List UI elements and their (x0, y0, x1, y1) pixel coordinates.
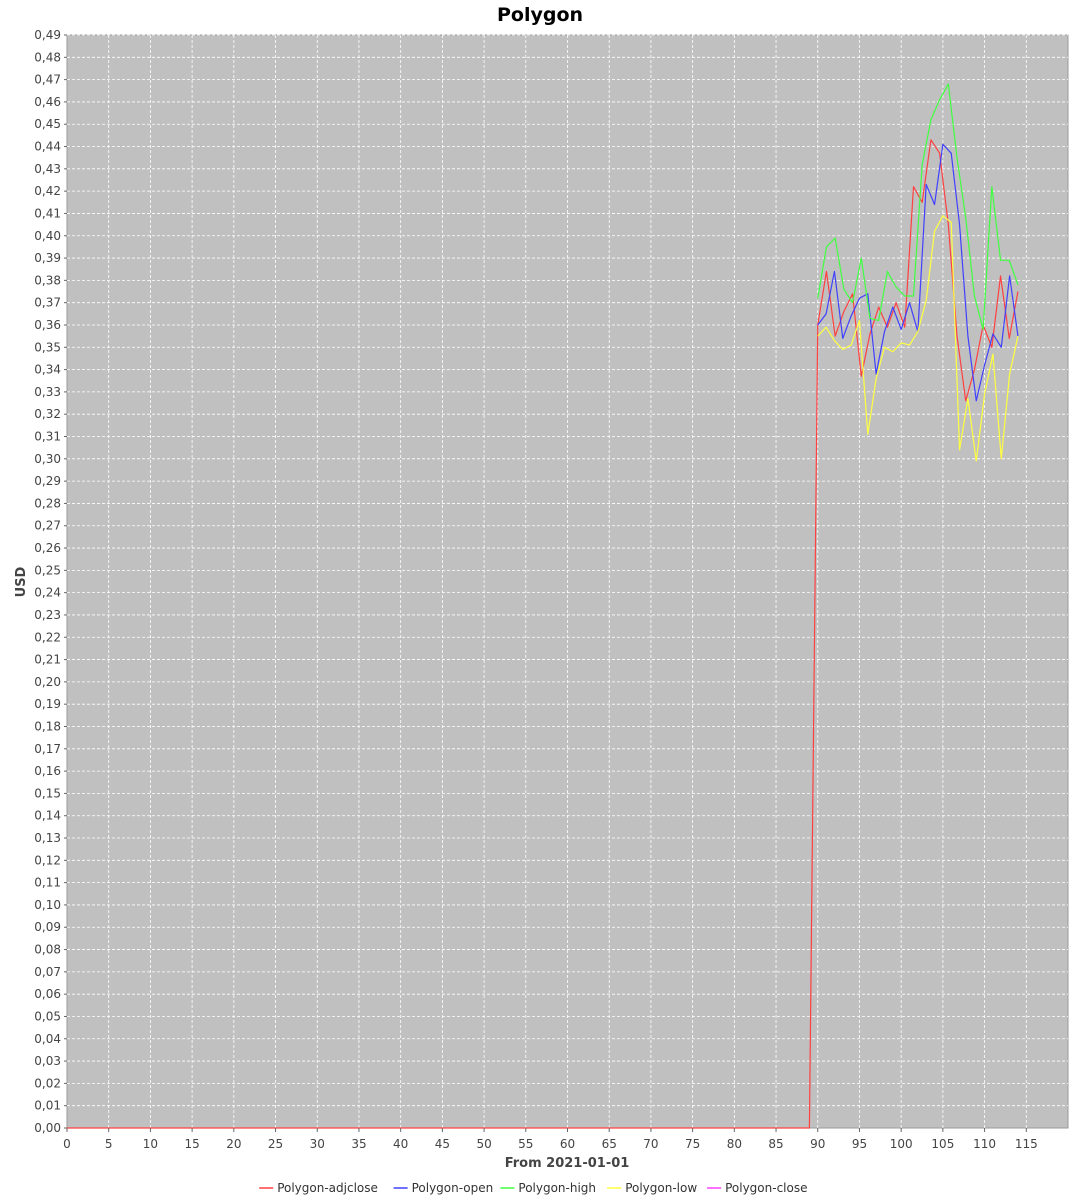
y-tick-label: 0,41 (34, 206, 61, 220)
y-tick-label: 0,11 (34, 876, 61, 890)
y-tick-label: 0,01 (34, 1099, 61, 1113)
y-tick-label: 0,27 (34, 519, 61, 533)
legend-label: Polygon-open (412, 1181, 494, 1195)
y-tick-label: 0,28 (34, 496, 61, 510)
y-tick-label: 0,42 (34, 184, 61, 198)
y-tick-label: 0,30 (34, 452, 61, 466)
y-tick-label: 0,48 (34, 50, 61, 64)
y-tick-label: 0,36 (34, 318, 61, 332)
x-tick-label: 30 (310, 1137, 325, 1151)
y-tick-label: 0,17 (34, 742, 61, 756)
series-line-polygon-low (817, 215, 1019, 462)
x-tick-label: 65 (602, 1137, 617, 1151)
legend-label: Polygon-low (625, 1181, 697, 1195)
y-tick-label: 0,18 (34, 719, 61, 733)
x-tick-label: 15 (184, 1137, 199, 1151)
x-tick-label: 100 (890, 1137, 913, 1151)
series-line-polygon-adjclose (67, 139, 1019, 1129)
x-tick-label: 80 (727, 1137, 742, 1151)
y-tick-label: 0,26 (34, 541, 61, 555)
y-tick-label: 0,16 (34, 764, 61, 778)
x-tick-label: 55 (518, 1137, 533, 1151)
y-tick-label: 0,15 (34, 786, 61, 800)
x-tick-label: 50 (476, 1137, 491, 1151)
y-tick-label: 0,49 (34, 28, 61, 42)
x-axis-label: From 2021-01-01 (505, 1156, 630, 1171)
legend-label: Polygon-adjclose (277, 1181, 378, 1195)
y-tick-label: 0,47 (34, 73, 61, 87)
y-tick-label: 0,03 (34, 1054, 61, 1068)
y-tick-label: 0,21 (34, 653, 61, 667)
y-axis: 0,00 0,01 0,02 0,03 0,04 0,05 0,06 0,07 0,08 0,09… (34, 28, 67, 1135)
y-tick-label: 0,25 (34, 563, 61, 577)
gridlines (67, 34, 1068, 1128)
x-tick-label: 0 (63, 1137, 71, 1151)
x-tick-label: 110 (973, 1137, 996, 1151)
x-tick-label: 40 (393, 1137, 408, 1151)
y-tick-label: 0,10 (34, 898, 61, 912)
x-tick-label: 90 (810, 1137, 825, 1151)
x-tick-label: 35 (351, 1137, 366, 1151)
x-axis: 0 5 10 15 20 25 30 35 40 45 50 55 60 65 70 75 80 85 90 95 10… (63, 1128, 1038, 1151)
x-tick-label: 85 (768, 1137, 783, 1151)
x-tick-label: 70 (643, 1137, 658, 1151)
y-tick-label: 0,45 (34, 117, 61, 131)
y-tick-label: 0,09 (34, 920, 61, 934)
y-tick-label: 0,06 (34, 987, 61, 1001)
y-tick-label: 0,07 (34, 965, 61, 979)
x-tick-label: 25 (268, 1137, 283, 1151)
x-tick-label: 45 (435, 1137, 450, 1151)
y-tick-label: 0,38 (34, 273, 61, 287)
y-tick-label: 0,14 (34, 809, 61, 823)
y-axis-label: USD (14, 566, 29, 597)
y-tick-label: 0,05 (34, 1009, 61, 1023)
y-tick-label: 0,02 (34, 1076, 61, 1090)
y-tick-label: 0,32 (34, 407, 61, 421)
chart-title: Polygon (497, 4, 583, 26)
y-tick-label: 0,40 (34, 229, 61, 243)
x-tick-label: 20 (226, 1137, 241, 1151)
x-tick-label: 75 (685, 1137, 700, 1151)
legend: Polygon-adjclose Polygon-open Polygon-high… (259, 1181, 807, 1195)
y-tick-label: 0,12 (34, 853, 61, 867)
x-tick-label: 60 (560, 1137, 575, 1151)
x-tick-label: 105 (931, 1137, 954, 1151)
y-tick-label: 0,44 (34, 140, 61, 154)
y-tick-label: 0,22 (34, 630, 61, 644)
y-tick-label: 0,35 (34, 340, 61, 354)
y-tick-label: 0,46 (34, 95, 61, 109)
y-tick-label: 0,13 (34, 831, 61, 845)
y-tick-label: 0,43 (34, 162, 61, 176)
series-line-polygon-high (817, 83, 1019, 331)
x-tick-label: 95 (852, 1137, 867, 1151)
y-tick-label: 0,04 (34, 1032, 61, 1046)
y-tick-label: 0,34 (34, 363, 61, 377)
y-tick-label: 0,39 (34, 251, 61, 265)
y-tick-label: 0,00 (34, 1121, 61, 1135)
y-tick-label: 0,23 (34, 608, 61, 622)
y-tick-label: 0,08 (34, 943, 61, 957)
x-tick-label: 10 (143, 1137, 158, 1151)
y-tick-label: 0,19 (34, 697, 61, 711)
y-tick-label: 0,29 (34, 474, 61, 488)
x-tick-label: 5 (105, 1137, 113, 1151)
legend-label: Polygon-close (725, 1181, 807, 1195)
series-lines (67, 83, 1019, 1129)
y-tick-label: 0,24 (34, 586, 61, 600)
y-tick-label: 0,20 (34, 675, 61, 689)
y-tick-label: 0,33 (34, 385, 61, 399)
x-tick-label: 115 (1015, 1137, 1038, 1151)
y-tick-label: 0,37 (34, 296, 61, 310)
legend-label: Polygon-high (518, 1181, 596, 1195)
y-tick-label: 0,31 (34, 430, 61, 444)
